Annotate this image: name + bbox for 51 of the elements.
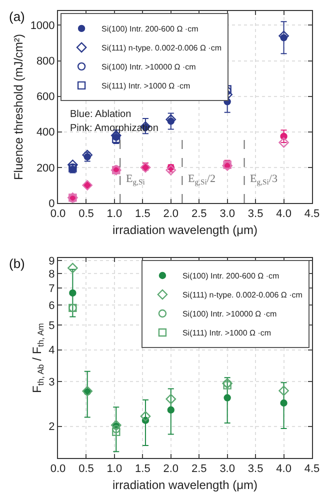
y-tick-label: 4 xyxy=(48,344,55,357)
x-tick-label: 2.0 xyxy=(163,463,179,476)
legend-label: Si(100) Intr. 200-600 Ω ·cm xyxy=(102,24,199,34)
x-axis-title: irradiation wavelength (μm) xyxy=(112,223,258,238)
x-tick-label: 4.0 xyxy=(276,463,292,476)
x-tick-label: 1.0 xyxy=(106,463,122,476)
x-tick-label: 1.0 xyxy=(106,208,122,220)
x-tick-label: 2.0 xyxy=(163,208,179,220)
x-tick-label: 2.5 xyxy=(191,208,207,220)
text: (b) xyxy=(9,256,25,271)
x-tick-label: 1.5 xyxy=(135,463,150,476)
x-tick-label: 3.5 xyxy=(248,208,264,220)
legend-label: Si(100) Intr. >10000 Ω ·cm xyxy=(182,310,278,319)
y-tick-label: 1000 xyxy=(30,20,55,32)
ref-line-label: E$_{g,Si}$ xyxy=(126,173,145,186)
x-tick-label: 3.0 xyxy=(220,208,235,220)
y-tick-label: 7 xyxy=(48,282,55,295)
y-tick-label: 2 xyxy=(48,421,55,434)
text: (a) xyxy=(9,9,25,24)
legend-label: Si(111) Intr. >1000 Ω ·cm xyxy=(102,82,190,91)
x-axis-title: irradiation wavelength (μm) xyxy=(112,478,258,492)
x-tick-label: 0.5 xyxy=(78,208,94,220)
y-tick-label: 9 xyxy=(48,255,55,268)
x-tick-label: 3.0 xyxy=(220,463,235,476)
y-tick-label: 800 xyxy=(36,56,55,68)
x-tick-label: 0.5 xyxy=(78,463,94,476)
y-tick-label: 8 xyxy=(48,268,55,280)
x-tick-label: 3.5 xyxy=(248,463,264,476)
legend-label: Si(111) n-type. 0.002-0.006 Ω ·cm xyxy=(102,44,222,53)
y-tick-label: 0 xyxy=(48,198,55,210)
y-tick-label: 400 xyxy=(36,126,55,139)
ref-line-label: E$_{g,Si}$/3 xyxy=(250,173,278,186)
x-tick-label: 4.0 xyxy=(276,208,292,220)
y-tick-label: 5 xyxy=(48,320,55,332)
x-tick-label: 0.0 xyxy=(50,208,66,220)
y-tick-label: 6 xyxy=(48,300,55,312)
x-tick-label: 4.5 xyxy=(304,208,320,220)
x-tick-label: 4.5 xyxy=(304,463,320,476)
legend-label: Si(111) Intr. >1000 Ω ·cm xyxy=(182,328,272,338)
legend-label: Si(111) n-type. 0.002-0.006 Ω ·cm xyxy=(182,290,303,300)
annotation: Blue: Ablation xyxy=(70,109,132,120)
y-tick-label: 600 xyxy=(36,91,55,104)
legend-label: Si(100) Intr. >10000 Ω ·cm xyxy=(102,62,196,72)
legend-label: Si(100) Intr. 200-600 Ω ·cm xyxy=(182,272,280,281)
ref-line-label: E$_{g,Si}$/2 xyxy=(188,173,216,186)
y-axis-title: Fluence threshold (mJ/cm²) xyxy=(12,34,26,180)
y-tick-label: 3 xyxy=(48,376,55,388)
x-tick-label: 2.5 xyxy=(191,463,207,476)
y-tick-label: 200 xyxy=(36,162,55,174)
x-tick-label: 1.5 xyxy=(135,208,150,220)
x-tick-label: 0.0 xyxy=(50,463,66,476)
